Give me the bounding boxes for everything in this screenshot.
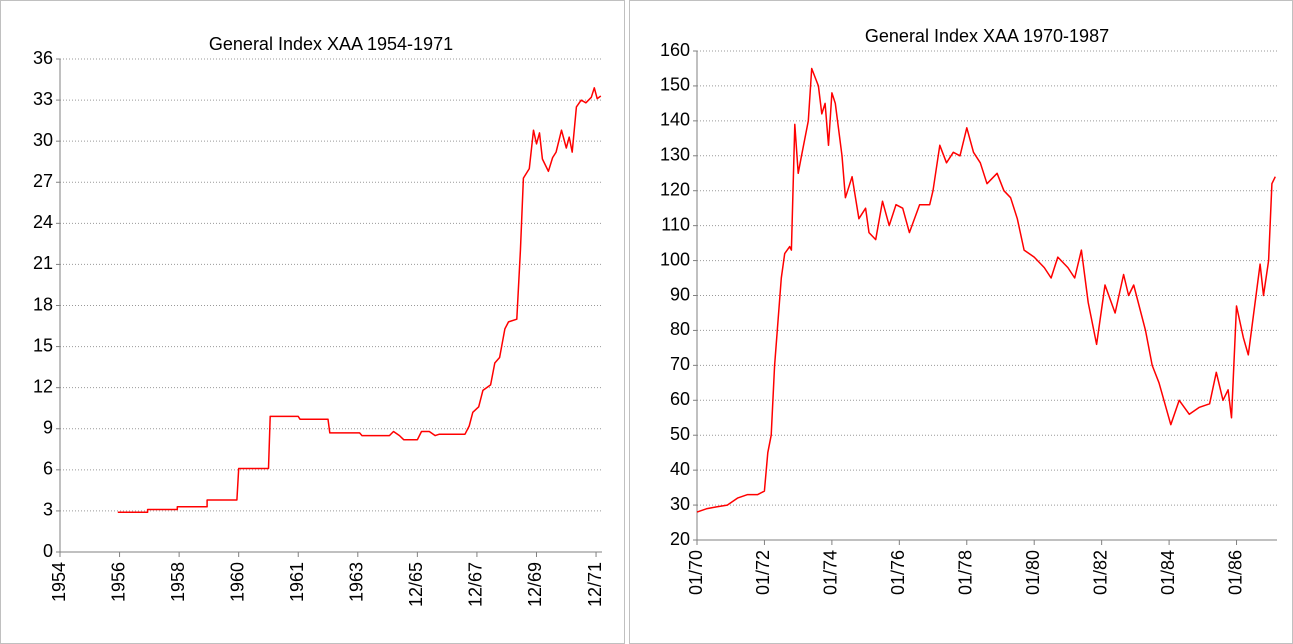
- y-tick-label: 12: [33, 376, 53, 396]
- y-tick-label: 80: [670, 319, 690, 339]
- x-tick-label: 01/86: [1225, 550, 1245, 595]
- y-tick-label: 120: [660, 179, 690, 199]
- x-tick-label: 12/65: [406, 562, 426, 607]
- panel-left: [0, 0, 625, 644]
- y-tick-label: 90: [670, 284, 690, 304]
- x-tick-label: 01/78: [956, 550, 976, 595]
- y-tick-label: 9: [43, 418, 53, 438]
- y-tick-label: 70: [670, 354, 690, 374]
- y-tick-label: 140: [660, 110, 690, 130]
- chart-title: General Index XAA 1970-1987: [865, 26, 1109, 46]
- y-tick-label: 24: [33, 212, 53, 232]
- x-tick-label: 12/71: [585, 562, 605, 607]
- y-tick-label: 150: [660, 75, 690, 95]
- panel-right: [629, 0, 1293, 644]
- y-tick-label: 21: [33, 253, 53, 273]
- x-tick-label: 01/80: [1023, 550, 1043, 595]
- y-tick-label: 30: [33, 130, 53, 150]
- chart-title: General Index XAA 1954-1971: [209, 34, 453, 54]
- y-tick-label: 20: [670, 529, 690, 549]
- x-tick-label: 01/76: [888, 550, 908, 595]
- x-tick-label: 12/69: [525, 562, 545, 607]
- y-tick-label: 30: [670, 494, 690, 514]
- x-tick-label: 1954: [49, 562, 69, 602]
- y-tick-label: 33: [33, 89, 53, 109]
- data-line: [696, 67, 1276, 513]
- x-tick-label: 01/70: [686, 550, 706, 595]
- x-tick-label: 12/67: [466, 562, 486, 607]
- x-tick-label: 01/74: [821, 550, 841, 595]
- y-tick-label: 6: [43, 459, 53, 479]
- y-tick-label: 160: [660, 40, 690, 60]
- x-tick-label: 1963: [347, 562, 367, 602]
- y-tick-label: 3: [43, 500, 53, 520]
- y-tick-label: 40: [670, 459, 690, 479]
- x-tick-label: 01/84: [1158, 550, 1178, 595]
- x-tick-label: 01/82: [1090, 550, 1110, 595]
- x-tick-label: 01/72: [753, 550, 773, 595]
- y-tick-label: 36: [33, 48, 53, 68]
- y-tick-label: 0: [43, 541, 53, 561]
- y-tick-label: 60: [670, 389, 690, 409]
- y-tick-label: 18: [33, 294, 53, 314]
- y-tick-label: 100: [660, 249, 690, 269]
- y-tick-label: 15: [33, 335, 53, 355]
- y-tick-label: 130: [660, 145, 690, 165]
- y-tick-label: 50: [670, 424, 690, 444]
- y-tick-label: 27: [33, 171, 53, 191]
- x-tick-label: 1956: [108, 562, 128, 602]
- x-tick-label: 1961: [287, 562, 307, 602]
- x-tick-label: 1958: [168, 562, 188, 602]
- x-tick-label: 1960: [227, 562, 247, 602]
- data-line: [117, 87, 602, 514]
- y-tick-label: 110: [661, 214, 690, 234]
